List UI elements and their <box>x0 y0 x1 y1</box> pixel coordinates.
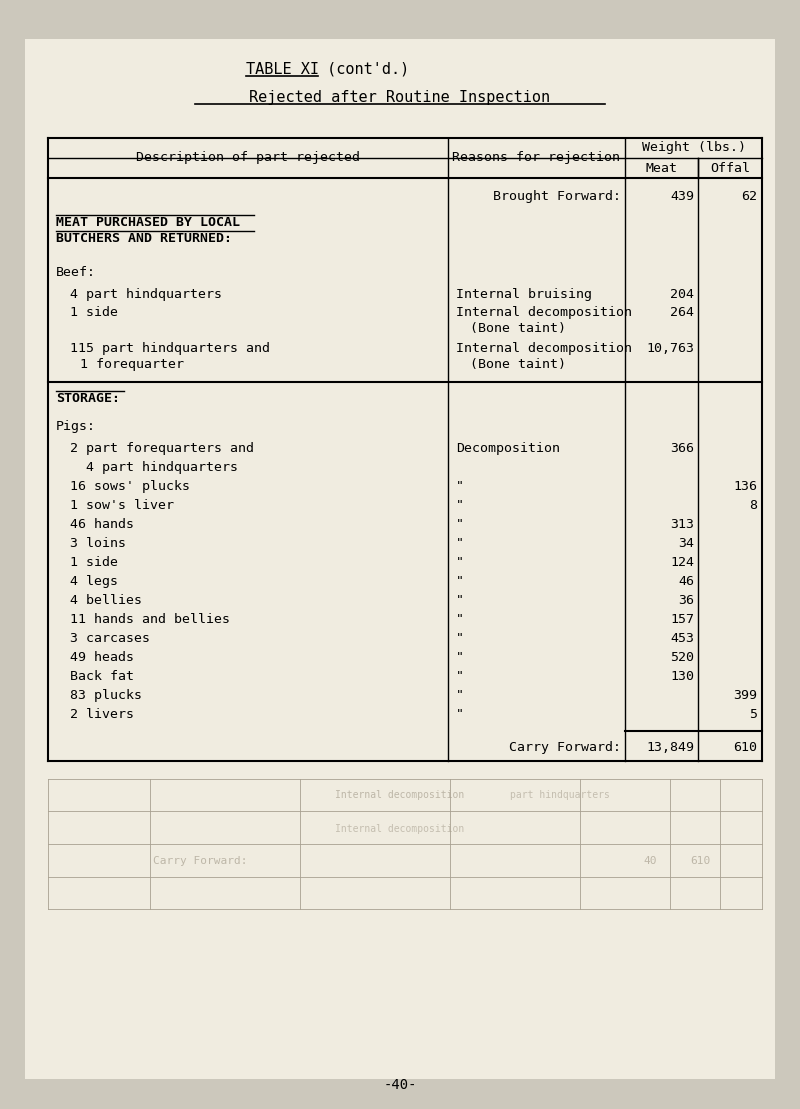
Text: 136: 136 <box>733 480 757 494</box>
Text: Beef:: Beef: <box>56 266 96 279</box>
Text: -40-: -40- <box>383 1078 417 1092</box>
Text: 3 loins: 3 loins <box>70 537 126 550</box>
Text: Pigs:: Pigs: <box>56 420 96 433</box>
Text: Offal: Offal <box>710 162 750 174</box>
Text: 313: 313 <box>670 518 694 531</box>
Text: 4 part hindquarters: 4 part hindquarters <box>70 288 222 301</box>
Text: 130: 130 <box>670 670 694 683</box>
Text: ": " <box>456 651 464 664</box>
Text: 1 side: 1 side <box>70 556 118 569</box>
Text: ": " <box>456 632 464 645</box>
Text: 520: 520 <box>670 651 694 664</box>
Text: Back fat: Back fat <box>70 670 134 683</box>
Text: Carry Forward:: Carry Forward: <box>509 741 621 754</box>
Text: 399: 399 <box>733 689 757 702</box>
Text: Internal decomposition: Internal decomposition <box>456 342 632 355</box>
Text: 1 side: 1 side <box>70 306 118 319</box>
Text: 46: 46 <box>678 574 694 588</box>
Text: ": " <box>456 689 464 702</box>
Text: 34: 34 <box>678 537 694 550</box>
Text: 366: 366 <box>670 442 694 455</box>
Text: 204: 204 <box>670 288 694 301</box>
Text: ": " <box>456 574 464 588</box>
Text: (Bone taint): (Bone taint) <box>470 358 566 372</box>
Text: 4 bellies: 4 bellies <box>70 594 142 607</box>
Text: Rejected after Routine Inspection: Rejected after Routine Inspection <box>250 90 550 105</box>
Text: ": " <box>456 537 464 550</box>
Text: TABLE XI: TABLE XI <box>246 62 319 77</box>
Text: ": " <box>456 518 464 531</box>
Text: 36: 36 <box>678 594 694 607</box>
Text: Description of part rejected: Description of part rejected <box>136 152 360 164</box>
Text: ": " <box>456 708 464 721</box>
Text: ": " <box>456 556 464 569</box>
Text: 11 hands and bellies: 11 hands and bellies <box>70 613 230 625</box>
Text: Internal decomposition: Internal decomposition <box>456 306 632 319</box>
Text: Internal decomposition: Internal decomposition <box>335 790 465 800</box>
Text: 610: 610 <box>690 856 710 866</box>
Text: Reasons for rejection: Reasons for rejection <box>453 152 621 164</box>
Text: ": " <box>456 499 464 512</box>
Text: 610: 610 <box>733 741 757 754</box>
Text: Decomposition: Decomposition <box>456 442 560 455</box>
Text: 1 forequarter: 1 forequarter <box>80 358 184 372</box>
Text: 453: 453 <box>670 632 694 645</box>
Text: 62: 62 <box>741 190 757 203</box>
Text: 8: 8 <box>749 499 757 512</box>
Text: 5: 5 <box>749 708 757 721</box>
Text: Internal decomposition: Internal decomposition <box>335 824 465 834</box>
Text: 83 plucks: 83 plucks <box>70 689 142 702</box>
Text: 115 part hindquarters and: 115 part hindquarters and <box>70 342 270 355</box>
Text: Internal bruising: Internal bruising <box>456 288 592 301</box>
Text: 439: 439 <box>670 190 694 203</box>
Text: Brought Forward:: Brought Forward: <box>493 190 621 203</box>
Text: part hindquarters: part hindquarters <box>510 790 610 800</box>
Text: Carry Forward:: Carry Forward: <box>153 856 247 866</box>
Text: ": " <box>456 594 464 607</box>
Text: ": " <box>456 480 464 494</box>
Text: ": " <box>456 670 464 683</box>
Text: 4 part hindquarters: 4 part hindquarters <box>70 461 238 474</box>
Text: Meat: Meat <box>646 162 678 174</box>
Text: 124: 124 <box>670 556 694 569</box>
Text: (Bone taint): (Bone taint) <box>470 322 566 335</box>
Text: 157: 157 <box>670 613 694 625</box>
Text: 264: 264 <box>670 306 694 319</box>
Text: MEAT PURCHASED BY LOCAL: MEAT PURCHASED BY LOCAL <box>56 216 240 228</box>
Text: (cont'd.): (cont'd.) <box>318 62 410 77</box>
Text: 10,763: 10,763 <box>646 342 694 355</box>
Text: STORAGE:: STORAGE: <box>56 391 120 405</box>
Text: 2 part forequarters and: 2 part forequarters and <box>70 442 254 455</box>
Text: 4 legs: 4 legs <box>70 574 118 588</box>
Text: 49 heads: 49 heads <box>70 651 134 664</box>
Text: ": " <box>456 613 464 625</box>
Text: 2 livers: 2 livers <box>70 708 134 721</box>
Text: 1 sow's liver: 1 sow's liver <box>70 499 174 512</box>
Text: Weight (lbs.): Weight (lbs.) <box>642 142 746 154</box>
Text: 16 sows' plucks: 16 sows' plucks <box>70 480 190 494</box>
Text: BUTCHERS AND RETURNED:: BUTCHERS AND RETURNED: <box>56 232 232 245</box>
Text: 46 hands: 46 hands <box>70 518 134 531</box>
Text: 40: 40 <box>643 856 657 866</box>
Text: 3 carcases: 3 carcases <box>70 632 150 645</box>
Text: 13,849: 13,849 <box>646 741 694 754</box>
